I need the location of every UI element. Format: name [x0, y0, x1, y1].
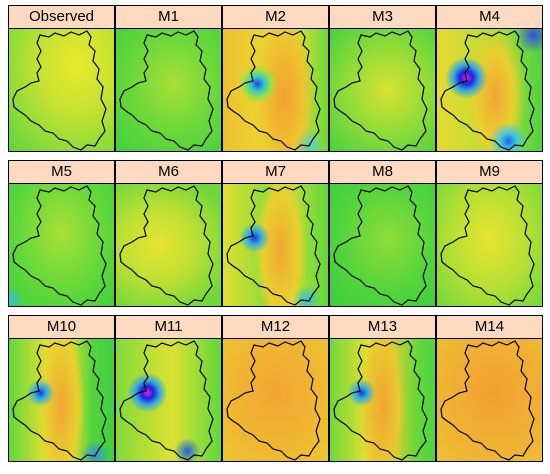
region-boundary — [333, 340, 428, 461]
region-boundary — [226, 185, 321, 306]
region-boundary — [12, 185, 107, 306]
heat-map — [330, 29, 435, 151]
map-panel: M14 — [436, 315, 543, 462]
panel-label: M7 — [223, 161, 328, 184]
region-boundary — [119, 340, 214, 461]
panel-label: M12 — [223, 316, 328, 339]
region-boundary — [333, 185, 428, 306]
region-boundary — [119, 185, 214, 306]
region-boundary — [440, 30, 535, 151]
heat-map — [223, 29, 328, 151]
panel-label: M5 — [9, 161, 114, 184]
map-panel: M11 — [115, 315, 222, 462]
panel-label: M6 — [116, 161, 221, 184]
map-panel: Observed — [8, 5, 115, 152]
heat-map — [9, 29, 114, 151]
heat-map — [330, 339, 435, 461]
panel-label: M3 — [330, 6, 435, 29]
heat-map — [116, 184, 221, 306]
map-panel: M7 — [222, 160, 329, 307]
panel-label: M4 — [437, 6, 542, 29]
panel-label: M13 — [330, 316, 435, 339]
map-panel: M1 — [115, 5, 222, 152]
heat-map — [330, 184, 435, 306]
map-panel: M13 — [329, 315, 436, 462]
map-panel: M10 — [8, 315, 115, 462]
panel-label: M1 — [116, 6, 221, 29]
heat-map — [437, 339, 542, 461]
panel-label: M11 — [116, 316, 221, 339]
region-boundary — [440, 340, 535, 461]
panel-label: M9 — [437, 161, 542, 184]
heat-map — [116, 339, 221, 461]
map-panel: M8 — [329, 160, 436, 307]
heat-map — [223, 339, 328, 461]
heat-map — [9, 184, 114, 306]
region-boundary — [12, 30, 107, 151]
heat-map — [437, 29, 542, 151]
heat-map — [116, 29, 221, 151]
panel-label: M2 — [223, 6, 328, 29]
heat-map — [223, 184, 328, 306]
region-boundary — [333, 30, 428, 151]
heat-map — [437, 184, 542, 306]
panel-label: Observed — [9, 6, 114, 29]
map-panel: M6 — [115, 160, 222, 307]
map-panel: M9 — [436, 160, 543, 307]
map-panel: M4 — [436, 5, 543, 152]
region-boundary — [226, 340, 321, 461]
region-boundary — [226, 30, 321, 151]
panel-label: M8 — [330, 161, 435, 184]
heat-map — [9, 339, 114, 461]
region-boundary — [12, 340, 107, 461]
region-boundary — [440, 185, 535, 306]
map-panel: M12 — [222, 315, 329, 462]
panel-label: M10 — [9, 316, 114, 339]
panel-label: M14 — [437, 316, 542, 339]
map-panel: M5 — [8, 160, 115, 307]
map-panel: M2 — [222, 5, 329, 152]
region-boundary — [119, 30, 214, 151]
map-panel: M3 — [329, 5, 436, 152]
panel-grid: Observed M1 M2 M3 M4 M5 M6 M7 M8 M9 M10 M11 M12 M13 M1… — [8, 5, 543, 462]
